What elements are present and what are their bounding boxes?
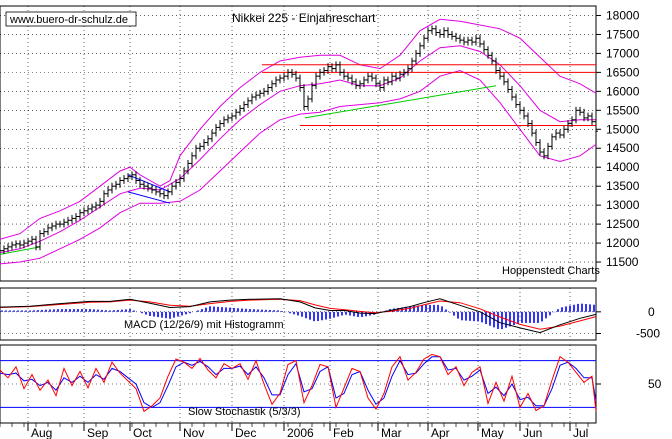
- stoch-k-line: [0, 353, 597, 413]
- macd-panel-frame: [0, 287, 597, 341]
- x-tick-label: Nov: [183, 426, 204, 439]
- price-y-tick-label: 11500: [606, 255, 639, 269]
- watermark-box: [5, 11, 137, 27]
- x-tick-label: 2006: [287, 426, 314, 439]
- x-tick-label: Mar: [381, 426, 402, 439]
- price-y-tick-label: 14000: [606, 160, 640, 174]
- price-y-tick-label: 16000: [606, 84, 640, 98]
- source-label: Hoppenstedt Charts: [502, 265, 600, 277]
- macd-layer: [0, 298, 597, 334]
- grid-layer: [0, 6, 596, 423]
- price-y-tick-label: 17000: [606, 46, 640, 60]
- x-tick-label: Oct: [133, 426, 152, 439]
- macd-line: [0, 298, 597, 334]
- price-y-tick-label: 14500: [606, 141, 640, 155]
- x-tick-label: Jul: [573, 426, 588, 439]
- price-y-tick-label: 12000: [606, 236, 640, 250]
- x-tick-label: Sep: [87, 426, 109, 439]
- x-tick-label: May: [481, 426, 504, 439]
- stoch-title: Slow Stochastik (5/3/3): [188, 406, 301, 418]
- price-y-tick-label: 15000: [606, 122, 640, 136]
- stoch-layer: [0, 353, 597, 413]
- macd-signal-line: [0, 298, 597, 330]
- support-trendline: [304, 85, 497, 119]
- bollinger-lower-band: [0, 69, 597, 265]
- start-trendline: [0, 246, 41, 255]
- price-y-tick-label: 18000: [606, 8, 640, 22]
- axis-layer: Aug Sep Oct Nov Dec 2006 Feb Mar Apr May Jun Jul 115…: [0, 8, 662, 439]
- x-tick-label: Apr: [431, 426, 450, 439]
- macd-y-tick-label: 0: [648, 305, 655, 319]
- price-y-tick-label: 15500: [606, 103, 640, 117]
- x-tick-label: Dec: [235, 426, 256, 439]
- x-tick-label: Jun: [523, 426, 542, 439]
- price-y-tick-label: 13500: [606, 179, 640, 193]
- x-tick-label: Feb: [333, 426, 354, 439]
- price-y-tick-label: 13000: [606, 198, 640, 212]
- watermark: www.buero-dr-schulz.de: [9, 14, 128, 26]
- price-y-tick-label: 12500: [606, 217, 640, 231]
- price-y-tick-label: 17500: [606, 27, 640, 41]
- triangle-lower-line: [127, 191, 171, 204]
- chart-title: Nikkei 225 - Einjahreschart: [232, 11, 376, 25]
- price-panel-frame: [0, 5, 597, 282]
- price-layer: [0, 18, 598, 265]
- triangle-upper-line: [127, 174, 171, 193]
- macd-y-tick-label: -500: [636, 327, 660, 341]
- price-y-tick-label: 16500: [606, 65, 640, 79]
- bollinger-upper-band: [0, 18, 597, 240]
- x-tick-label: Aug: [31, 426, 52, 439]
- stoch-y-tick-label: 50: [648, 377, 662, 391]
- macd-title: MACD (12/26/9) mit Histogramm: [124, 319, 284, 331]
